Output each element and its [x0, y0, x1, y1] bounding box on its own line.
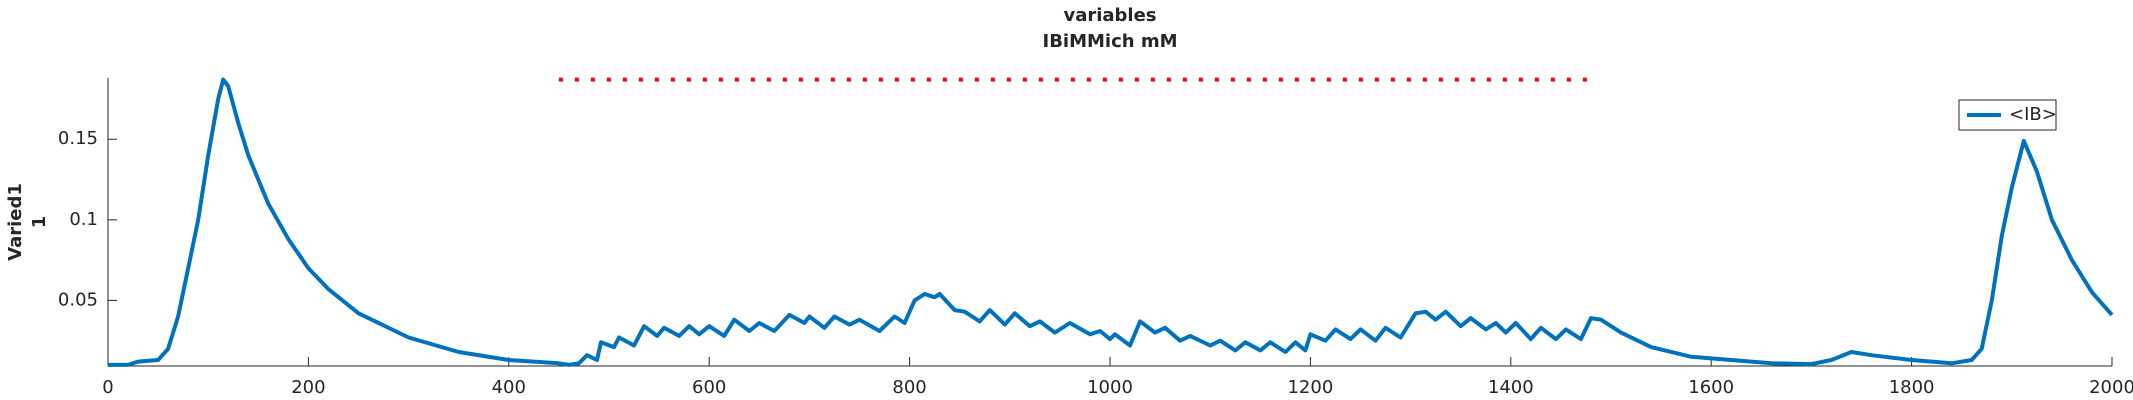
chart-subtitle: IBiMMich mM — [1043, 31, 1178, 52]
x-tick-label: 2000 — [2089, 377, 2133, 398]
x-tick-label: 800 — [892, 377, 926, 398]
chart-title: variables — [1063, 5, 1156, 26]
y-tick-label: 0.15 — [58, 128, 98, 149]
y-tick-label: 0.05 — [58, 289, 98, 310]
x-tick-label: 1400 — [1488, 377, 1534, 398]
y-axis-label: Varied1 — [5, 183, 26, 261]
x-tick-label: 200 — [291, 377, 325, 398]
y-tick-label: 0.1 — [69, 209, 98, 230]
data-line — [108, 77, 2114, 367]
x-tick-label: 1800 — [1889, 377, 1935, 398]
x-tick-label: 0 — [102, 377, 113, 398]
x-tick-label: 1200 — [1287, 377, 1333, 398]
x-tick-label: 600 — [692, 377, 726, 398]
y-axis-label: 1 — [29, 216, 50, 229]
legend-label: <IB> — [2009, 104, 2057, 125]
x-tick-label: 1600 — [1688, 377, 1734, 398]
x-tick-label: 400 — [492, 377, 526, 398]
x-tick-label: 1000 — [1087, 377, 1133, 398]
